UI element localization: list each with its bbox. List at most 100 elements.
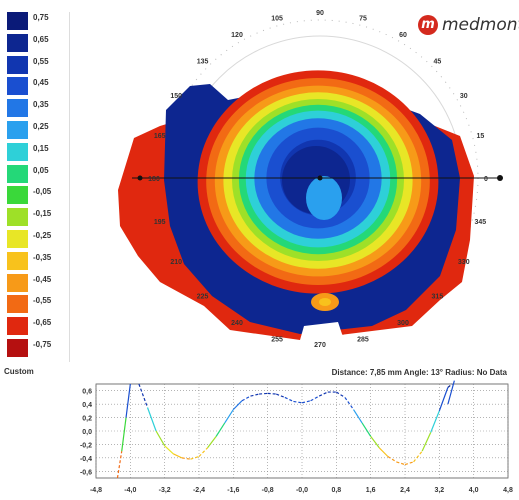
profile-segment: [344, 397, 354, 410]
profile-chart[interactable]: 0,6 0,4 0,2 0,0 -0,2 -0,4 -0,6 -4,8 -4,0 -3,2 -2,4…: [56, 378, 515, 498]
angle-label: 195: [154, 219, 166, 226]
scale-swatch: [7, 142, 28, 161]
color-scale-legend: 0,75 0,65 0,55 0,45 0,35 0,25 0,15 0,05 -0,05 -0,…: [6, 12, 66, 364]
x-tick-label: 1,6: [366, 487, 376, 494]
medmont-logo: m medmont: [418, 13, 519, 39]
profile-segment: [387, 456, 397, 463]
profile-segment: [138, 383, 149, 408]
profile-segment: [310, 395, 320, 402]
profile-segment: [447, 380, 455, 405]
angle-label: 345: [474, 219, 486, 226]
profile-segment: [121, 417, 127, 452]
y-tick-label: -0,6: [80, 469, 92, 476]
cursor-readout: Distance: 7,85 mm Angle: 13° Radius: No …: [331, 368, 507, 377]
scale-entry: -0,65: [6, 317, 66, 336]
x-tick-label: 3,2: [434, 487, 444, 494]
scale-label: -0,05: [33, 187, 52, 197]
profile-segment: [241, 395, 251, 402]
scale-entry: 0,75: [6, 12, 66, 30]
x-tick-label: 4,0: [469, 487, 479, 494]
profile-segment: [413, 450, 423, 463]
medmont-logo-icon: m: [418, 15, 438, 35]
scale-swatch: [7, 55, 28, 74]
profile-segment: [404, 461, 414, 466]
scale-label: -0,55: [33, 296, 52, 306]
scale-label: -0,65: [33, 318, 52, 328]
angle-label: 0: [484, 176, 488, 183]
x-tick-label: -1,6: [227, 487, 239, 494]
profile-segment: [250, 393, 260, 397]
x-tick-label: -4,0: [124, 487, 136, 494]
scale-swatch: [7, 164, 28, 183]
profile-segment: [447, 383, 453, 388]
plot-area: [95, 383, 509, 479]
profile-segment: [361, 422, 372, 437]
profile-segment: [215, 422, 226, 437]
x-tick-label: 2,4: [400, 487, 410, 494]
scale-label: -0,75: [33, 340, 52, 349]
profile-segment: [164, 445, 174, 455]
scale-swatch: [7, 77, 28, 96]
y-tick-label: 0,6: [82, 389, 92, 396]
y-tick-label: 0,4: [82, 402, 92, 409]
scale-label: 0,25: [33, 122, 49, 131]
scale-label: -0,35: [33, 252, 52, 262]
scale-entry: -0,25: [6, 230, 66, 248]
scale-label: -0,15: [33, 209, 52, 219]
scale-entry: 0,05: [6, 164, 66, 183]
scale-swatch: [7, 251, 28, 270]
x-tick-label: -3,2: [159, 487, 171, 494]
map-notch: [300, 322, 344, 340]
angle-label: 120: [231, 32, 243, 39]
angle-label: 285: [357, 336, 369, 343]
profile-segment: [224, 409, 234, 424]
scale-swatch: [7, 99, 28, 118]
x-tick-label: -0,0: [296, 487, 308, 494]
x-tick-label: 0,8: [331, 487, 341, 494]
scale-swatch: [7, 317, 28, 336]
profile-segment: [125, 383, 131, 418]
scale-entry: -0,75: [6, 339, 66, 357]
scale-entry: -0,05: [6, 186, 66, 205]
y-tick-label: -0,4: [80, 456, 92, 463]
angle-label: 330: [458, 259, 470, 266]
topography-map[interactable]: 0 15 30 45 60 75 90 105 120 135 150 165 180 195 210 225…: [0, 0, 519, 378]
profile-segment: [276, 393, 286, 398]
meridian-handle[interactable]: [137, 175, 143, 181]
angle-label: 75: [359, 16, 367, 23]
scale-swatch: [7, 208, 28, 227]
scale-swatch: [7, 12, 28, 30]
scale-label: 0,65: [33, 34, 49, 44]
scale-entry: -0,45: [6, 273, 66, 292]
angle-label: 315: [432, 293, 444, 300]
angle-label: 15: [476, 133, 484, 140]
angle-label: 210: [170, 259, 182, 266]
y-tick-label: -0,2: [80, 442, 92, 449]
angle-label: 240: [231, 320, 243, 327]
angle-label: 60: [399, 32, 407, 39]
profile-segment: [232, 400, 243, 410]
y-tick-label: 0,0: [82, 429, 92, 436]
legend-divider: [69, 12, 70, 362]
profile-segment: [301, 400, 311, 404]
scale-entry: 0,65: [6, 33, 66, 52]
scale-mode-label[interactable]: Custom: [4, 367, 34, 376]
profile-segment: [370, 436, 380, 449]
scale-entry: 0,15: [6, 142, 66, 161]
scale-label: 0,15: [33, 143, 49, 153]
angle-label: 270: [314, 342, 326, 349]
profile-segment: [207, 436, 217, 449]
angle-label: 255: [271, 336, 283, 343]
profile-segment: [438, 387, 449, 412]
scale-swatch: [7, 339, 28, 357]
angle-label: 180: [148, 176, 160, 183]
angle-label: 165: [154, 133, 166, 140]
profile-segment: [146, 407, 157, 432]
meridian-handle[interactable]: [497, 175, 503, 181]
scale-swatch: [7, 186, 28, 205]
profile-segment: [181, 457, 191, 460]
scale-label: -0,25: [33, 231, 52, 240]
scale-swatch: [7, 33, 28, 52]
scale-swatch: [7, 273, 28, 292]
